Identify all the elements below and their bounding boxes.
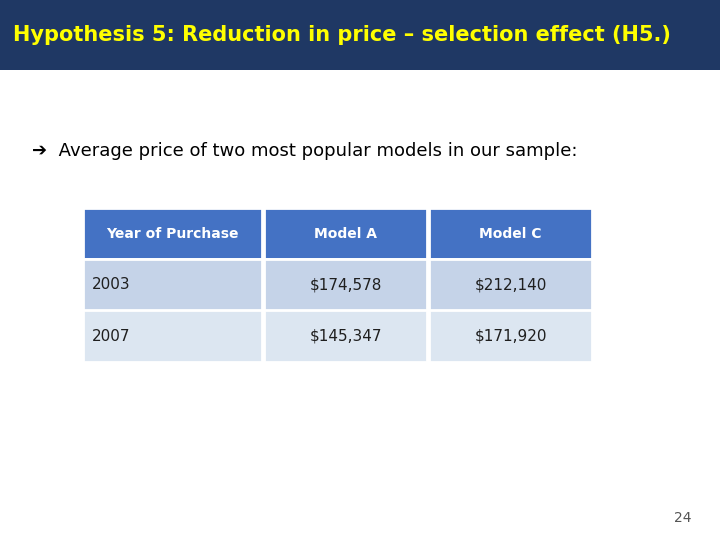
Text: 2007: 2007 <box>91 329 130 343</box>
Text: ➔  Average price of two most popular models in our sample:: ➔ Average price of two most popular mode… <box>32 142 578 160</box>
Bar <box>264 259 427 310</box>
Bar <box>83 310 262 362</box>
Bar <box>83 208 262 259</box>
Text: Year of Purchase: Year of Purchase <box>107 227 239 240</box>
Text: $171,920: $171,920 <box>474 329 547 343</box>
Text: Model A: Model A <box>314 227 377 240</box>
Bar <box>264 310 427 362</box>
Bar <box>429 208 592 259</box>
Bar <box>429 259 592 310</box>
Text: Model C: Model C <box>480 227 542 240</box>
Bar <box>264 208 427 259</box>
Bar <box>429 310 592 362</box>
Text: $174,578: $174,578 <box>310 278 382 292</box>
Bar <box>83 259 262 310</box>
Text: 2003: 2003 <box>91 278 130 292</box>
Text: Hypothesis 5: Reduction in price – selection effect (H5.): Hypothesis 5: Reduction in price – selec… <box>13 25 671 45</box>
Text: 24: 24 <box>674 511 691 525</box>
Bar <box>0 0 720 70</box>
Text: $145,347: $145,347 <box>310 329 382 343</box>
Text: $212,140: $212,140 <box>474 278 546 292</box>
